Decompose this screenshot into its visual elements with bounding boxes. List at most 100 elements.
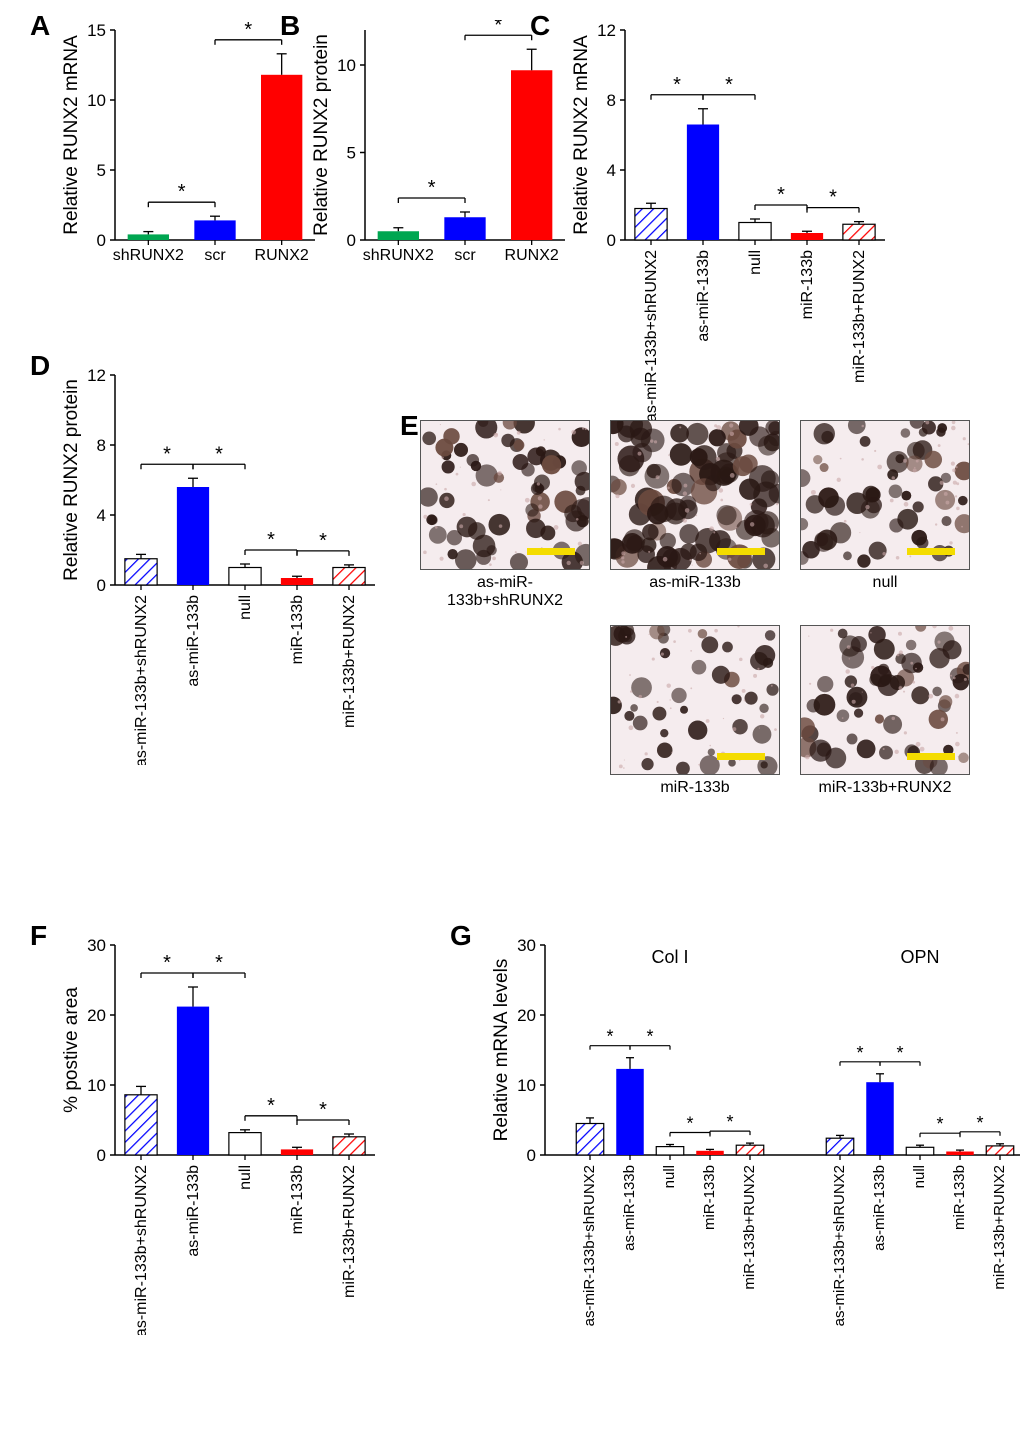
svg-text:0: 0: [97, 1146, 106, 1165]
svg-text:15: 15: [87, 21, 106, 40]
panel-label-g: G: [450, 920, 472, 952]
svg-text:*: *: [494, 20, 502, 36]
svg-text:shRUNX2: shRUNX2: [113, 247, 184, 264]
svg-text:*: *: [896, 1043, 903, 1063]
svg-text:miR-133b+RUNX2: miR-133b+RUNX2: [991, 1165, 1008, 1290]
svg-text:null: null: [237, 595, 254, 620]
micrograph-caption: as-miR-133b+shRUNX2: [420, 574, 590, 610]
svg-text:*: *: [936, 1114, 943, 1134]
svg-text:*: *: [976, 1113, 983, 1133]
chart-c: 04812Relative RUNX2 mRNAas-miR-133b+shRU…: [570, 20, 895, 420]
svg-text:*: *: [163, 952, 171, 974]
svg-text:as-miR-133b: as-miR-133b: [621, 1165, 638, 1251]
scale-bar: [717, 753, 765, 760]
svg-text:*: *: [646, 1027, 653, 1047]
svg-text:5: 5: [97, 161, 106, 180]
scale-bar: [907, 548, 955, 555]
svg-text:as-miR-133b: as-miR-133b: [871, 1165, 888, 1251]
svg-text:miR-133b: miR-133b: [701, 1165, 718, 1230]
svg-text:miR-133b: miR-133b: [289, 1165, 306, 1234]
svg-text:Relative mRNA levels: Relative mRNA levels: [491, 959, 512, 1142]
svg-text:*: *: [267, 1095, 275, 1117]
svg-text:miR-133b: miR-133b: [951, 1165, 968, 1230]
svg-text:10: 10: [337, 56, 356, 75]
svg-text:*: *: [319, 1099, 327, 1121]
micrograph-caption: miR-133b+RUNX2: [800, 779, 970, 797]
svg-text:Relative RUNX2 protein: Relative RUNX2 protein: [61, 379, 82, 581]
svg-text:0: 0: [347, 231, 356, 250]
svg-text:0: 0: [97, 231, 106, 250]
svg-text:*: *: [215, 952, 223, 974]
panel-label-e: E: [400, 410, 419, 442]
svg-text:as-miR-133b: as-miR-133b: [185, 1165, 202, 1257]
micrograph-caption: as-miR-133b: [610, 574, 780, 592]
svg-text:Col I: Col I: [651, 947, 688, 967]
svg-text:*: *: [673, 74, 681, 96]
svg-text:as-miR-133b+shRUNX2: as-miR-133b+shRUNX2: [133, 595, 150, 765]
svg-text:30: 30: [517, 936, 536, 955]
svg-text:miR-133b: miR-133b: [799, 250, 816, 319]
svg-text:% postive area: % postive area: [61, 987, 82, 1113]
svg-text:as-miR-133b+shRUNX2: as-miR-133b+shRUNX2: [581, 1165, 598, 1326]
svg-text:*: *: [777, 184, 785, 206]
chart-d: 04812Relative RUNX2 proteinas-miR-133b+s…: [60, 365, 385, 765]
chart-a: 051015Relative RUNX2 mRNAshRUNX2scrRUNX2…: [60, 20, 325, 270]
svg-text:*: *: [178, 181, 186, 203]
svg-text:null: null: [661, 1165, 678, 1188]
svg-text:*: *: [725, 74, 733, 96]
scale-bar: [907, 753, 955, 760]
svg-text:RUNX2: RUNX2: [505, 247, 559, 264]
svg-text:scr: scr: [454, 247, 476, 264]
panel-label-a: A: [30, 10, 50, 42]
svg-text:OPN: OPN: [900, 947, 939, 967]
micrograph-0: as-miR-133b+shRUNX2: [420, 420, 590, 610]
micrograph-caption: miR-133b: [610, 779, 780, 797]
svg-text:20: 20: [517, 1006, 536, 1025]
svg-text:0: 0: [97, 576, 106, 595]
svg-text:as-miR-133b+shRUNX2: as-miR-133b+shRUNX2: [643, 250, 660, 420]
svg-text:10: 10: [517, 1076, 536, 1095]
svg-text:*: *: [319, 530, 327, 552]
chart-g: 0 10 20 30 Relative mRNA levels Col I as-miR-1…: [490, 935, 1020, 1340]
svg-text:miR-133b+RUNX2: miR-133b+RUNX2: [341, 595, 358, 728]
micrograph-1: as-miR-133b: [610, 420, 780, 592]
svg-text:miR-133b+RUNX2: miR-133b+RUNX2: [741, 1165, 758, 1290]
svg-text:shRUNX2: shRUNX2: [363, 247, 434, 264]
svg-text:*: *: [244, 20, 252, 41]
svg-text:*: *: [428, 177, 436, 199]
svg-text:as-miR-133b: as-miR-133b: [695, 250, 712, 342]
scale-bar: [527, 548, 575, 555]
svg-text:null: null: [911, 1165, 928, 1188]
svg-text:miR-133b: miR-133b: [289, 595, 306, 664]
svg-text:10: 10: [87, 1076, 106, 1095]
svg-text:8: 8: [607, 91, 616, 110]
svg-text:5: 5: [347, 144, 356, 163]
svg-text:10: 10: [87, 91, 106, 110]
svg-text:*: *: [267, 529, 275, 551]
svg-text:4: 4: [607, 161, 616, 180]
micrograph-caption: null: [800, 574, 970, 592]
svg-text:null: null: [747, 250, 764, 275]
svg-text:0: 0: [607, 231, 616, 250]
svg-text:Relative RUNX2 protein: Relative RUNX2 protein: [311, 34, 332, 236]
micrograph-4: miR-133b+RUNX2: [800, 625, 970, 797]
micrograph-3: miR-133b: [610, 625, 780, 797]
svg-text:*: *: [163, 443, 171, 465]
svg-text:0: 0: [527, 1146, 536, 1165]
svg-text:*: *: [829, 187, 837, 209]
chart-b: 0 5 10 Relative RUNX2 protein shRUNX2 scr RUNX…: [310, 20, 575, 270]
svg-text:as-miR-133b+shRUNX2: as-miR-133b+shRUNX2: [831, 1165, 848, 1326]
svg-text:12: 12: [597, 21, 616, 40]
svg-text:4: 4: [97, 506, 106, 525]
svg-text:*: *: [856, 1043, 863, 1063]
svg-text:Relative RUNX2 mRNA: Relative RUNX2 mRNA: [61, 35, 82, 235]
svg-text:30: 30: [87, 936, 106, 955]
svg-text:miR-133b+RUNX2: miR-133b+RUNX2: [341, 1165, 358, 1298]
svg-text:scr: scr: [204, 247, 226, 264]
svg-text:null: null: [237, 1165, 254, 1190]
svg-text:*: *: [215, 443, 223, 465]
scale-bar: [717, 548, 765, 555]
chart-f: 0102030% postive areaas-miR-133b+shRUNX2…: [60, 935, 385, 1335]
svg-text:12: 12: [87, 366, 106, 385]
svg-text:*: *: [606, 1027, 613, 1047]
